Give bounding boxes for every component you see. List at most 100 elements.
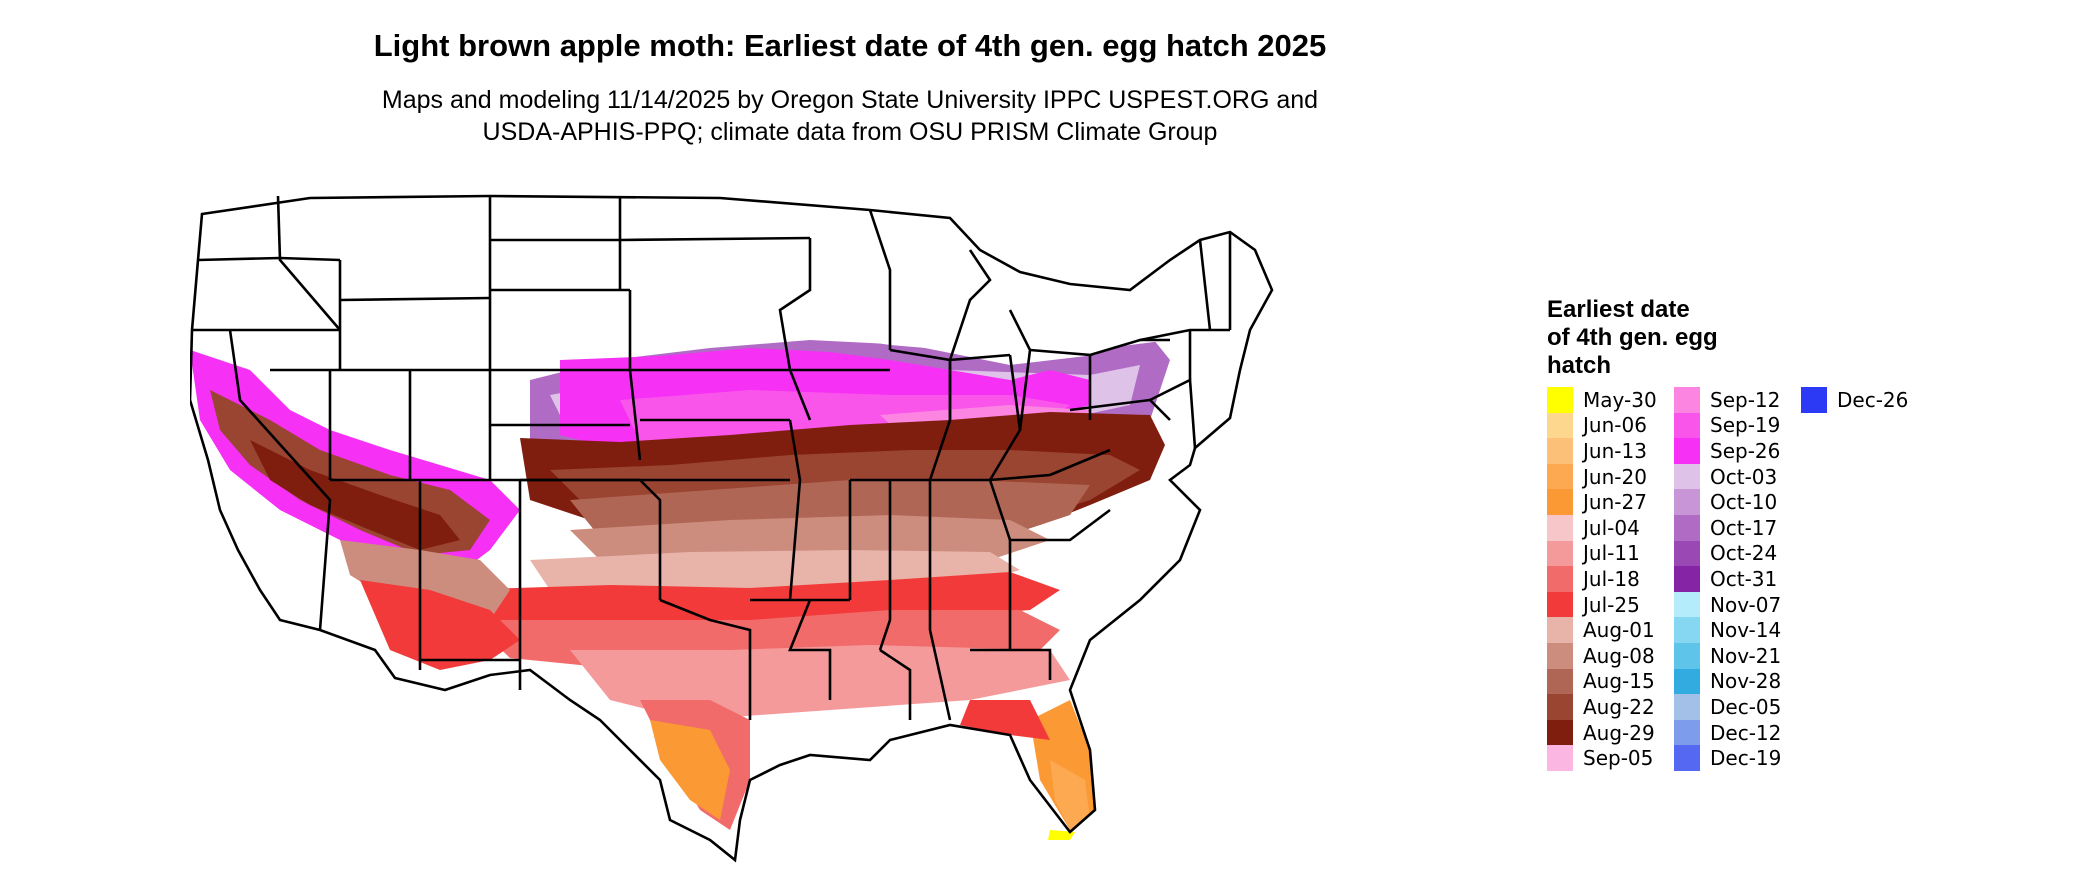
legend-swatch [1547,617,1573,643]
legend-swatch [1547,668,1573,695]
legend-swatch [1547,540,1573,567]
legend-swatch [1674,463,1700,490]
legend-swatch [1674,540,1700,567]
legend-item: Dec-26 [1801,387,1931,413]
legend-label: Nov-28 [1710,669,1782,694]
us-map [190,194,1274,863]
legend-column: Sep-12 Sep-19 Sep-26 Oct-03 Oct-10 Oct-17 Oct-… [1674,387,1804,771]
legend-label: Dec-12 [1710,720,1782,745]
state-boundaries [190,194,1274,863]
legend-label: Aug-29 [1583,720,1655,745]
legend-item: Oct-10 [1674,489,1804,515]
legend-swatch [1801,387,1827,413]
legend-item: Sep-19 [1674,412,1804,439]
legend-swatch [1674,668,1700,695]
legend-title-line-1: Earliest date [1547,296,1690,323]
legend-label: Nov-21 [1710,643,1782,668]
legend-swatch [1547,566,1573,592]
subtitle-line-1: Maps and modeling 11/14/2025 by Oregon S… [381,86,1319,114]
legend-item: Jul-11 [1547,540,1677,567]
legend-label: Dec-19 [1710,746,1782,771]
legend-label: Aug-15 [1583,669,1655,694]
legend-swatch [1547,642,1573,669]
legend-item: Jun-06 [1547,412,1677,439]
legend-item: Jun-13 [1547,438,1677,464]
legend-label: Jun-20 [1583,464,1647,489]
legend-label: Jul-18 [1583,566,1640,591]
legend-item: Oct-31 [1674,566,1804,592]
legend-label: Oct-17 [1710,515,1778,540]
legend-title-line-2: of 4th gen. egg [1547,324,1718,351]
legend-swatch [1547,745,1573,771]
legend-item: Nov-28 [1674,668,1804,695]
florida-keys-patch [1048,830,1075,840]
legend-item: Oct-03 [1674,463,1804,490]
legend-item: Nov-21 [1674,642,1804,669]
legend: May-30 Jun-06 Jun-13 Jun-20 Jun-27 Jul-04 Jul-… [1547,387,1967,787]
legend-title: Earliest date of 4th gen. egg hatch [1547,296,1807,380]
legend-swatch [1547,694,1573,720]
legend-item: Aug-22 [1547,694,1677,720]
legend-item: Nov-07 [1674,591,1804,618]
legend-label: Nov-14 [1710,618,1782,643]
legend-item: Sep-05 [1547,745,1677,771]
legend-label: Nov-07 [1710,592,1782,617]
legend-label: Dec-26 [1837,387,1909,412]
legend-label: Sep-19 [1710,413,1781,438]
legend-label: Dec-05 [1710,694,1782,719]
legend-title-line-3: hatch [1547,352,1612,379]
legend-item: Aug-01 [1547,617,1677,643]
legend-swatch [1674,566,1700,592]
legend-label: Aug-08 [1583,643,1655,668]
legend-label: Aug-01 [1583,618,1655,643]
legend-swatch [1674,438,1700,464]
legend-swatch [1674,591,1700,618]
legend-swatch [1547,514,1573,541]
legend-swatch [1674,694,1700,720]
legend-swatch [1547,463,1573,490]
legend-label: Oct-10 [1710,490,1778,515]
subtitle-line-2: USDA-APHIS-PPQ; climate data from OSU PR… [482,118,1218,146]
hatch-date-raster [190,196,1272,860]
legend-item: May-30 [1547,387,1677,413]
legend-label: May-30 [1583,387,1657,412]
legend-swatch [1547,591,1573,618]
legend-item: Sep-12 [1674,387,1804,413]
legend-item: Sep-26 [1674,438,1804,464]
legend-label: Jun-27 [1583,490,1647,515]
legend-item: Nov-14 [1674,617,1804,643]
legend-swatch [1547,719,1573,746]
legend-swatch [1547,412,1573,439]
legend-label: Sep-26 [1710,438,1781,463]
legend-item: Jul-18 [1547,566,1677,592]
legend-item: Aug-08 [1547,642,1677,669]
legend-swatch [1674,514,1700,541]
legend-swatch [1674,745,1700,771]
legend-column: May-30 Jun-06 Jun-13 Jun-20 Jun-27 Jul-04 Jul-… [1547,387,1677,771]
legend-item: Jun-27 [1547,489,1677,515]
legend-item: Oct-24 [1674,540,1804,567]
legend-label: Aug-22 [1583,694,1655,719]
legend-item: Jul-25 [1547,591,1677,618]
map-subtitle: Maps and modeling 11/14/2025 by Oregon S… [0,84,1700,148]
legend-item: Dec-19 [1674,745,1804,771]
legend-column: Dec-26 [1801,387,1931,413]
legend-label: Oct-24 [1710,541,1778,566]
legend-item: Jul-04 [1547,514,1677,541]
legend-label: Oct-03 [1710,464,1778,489]
legend-swatch [1674,387,1700,413]
map-title: Light brown apple moth: Earliest date of… [373,28,1327,63]
legend-label: Sep-12 [1710,387,1781,412]
legend-item: Aug-15 [1547,668,1677,695]
legend-label: Jun-06 [1583,413,1647,438]
legend-label: Sep-05 [1583,746,1654,771]
legend-item: Oct-17 [1674,514,1804,541]
legend-item: Jun-20 [1547,463,1677,490]
legend-label: Jun-13 [1583,438,1647,463]
legend-swatch [1674,489,1700,515]
legend-label: Jul-04 [1583,515,1640,540]
legend-label: Jul-25 [1583,592,1640,617]
legend-label: Oct-31 [1710,566,1778,591]
legend-label: Jul-11 [1583,541,1640,566]
legend-swatch [1674,412,1700,439]
